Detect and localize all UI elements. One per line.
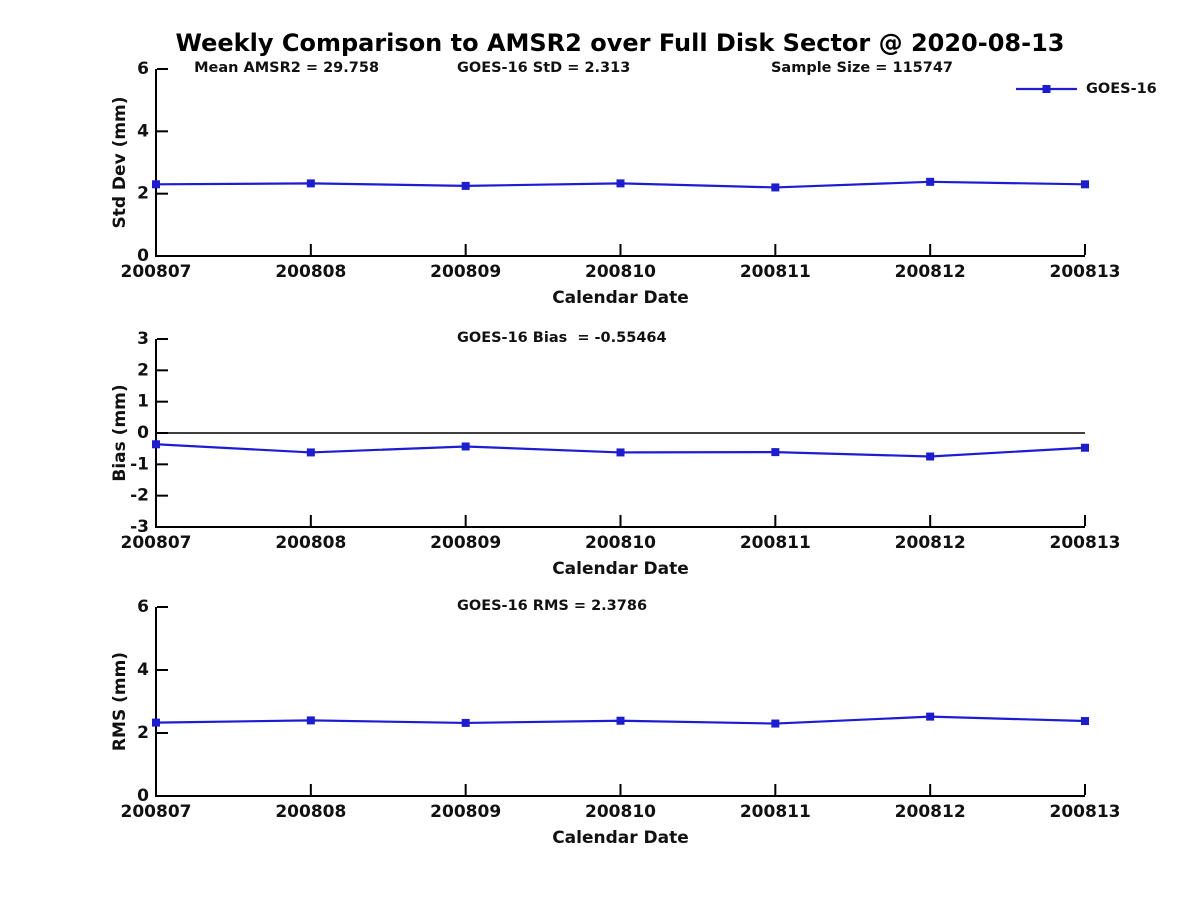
x-tick-label: 200811: [740, 802, 811, 822]
stat-annotation: GOES-16 Bias = -0.55464: [457, 330, 667, 346]
data-point-marker: [1081, 443, 1089, 452]
y-tick-label: 4: [137, 660, 149, 680]
y-tick-label: -1: [130, 454, 149, 474]
data-point-marker: [926, 712, 935, 721]
y-tick-label: 0: [137, 423, 149, 443]
data-point-marker: [306, 716, 315, 725]
data-point-marker: [616, 448, 625, 457]
x-tick-label: 200810: [585, 262, 656, 282]
data-point-marker: [1081, 180, 1089, 189]
data-point-marker: [771, 719, 780, 728]
x-tick-label: 200808: [275, 533, 346, 553]
x-tick-label: 200812: [895, 262, 966, 282]
x-tick-label: 200808: [275, 262, 346, 282]
y-tick-label: -2: [130, 486, 149, 506]
data-point-marker: [152, 180, 160, 189]
x-tick-label: 200807: [121, 262, 192, 282]
y-tick-label: 4: [137, 121, 149, 141]
y-tick-label: 2: [137, 723, 149, 743]
data-point-marker: [152, 718, 160, 727]
data-point-marker: [461, 718, 470, 727]
stat-annotation: Mean AMSR2 = 29.758: [194, 60, 379, 76]
y-tick-label: 6: [137, 59, 149, 79]
legend-square-icon: [1042, 85, 1051, 93]
x-tick-label: 200809: [430, 262, 501, 282]
data-point-marker: [152, 440, 160, 449]
y-tick-label: -3: [130, 517, 149, 537]
y-axis-title: Std Dev (mm): [110, 96, 130, 228]
data-point-marker: [616, 179, 625, 188]
x-axis-title: Calendar Date: [552, 559, 689, 579]
data-point-marker: [616, 716, 625, 725]
y-tick-label: 2: [137, 184, 149, 204]
stat-annotation: Sample Size = 115747: [771, 60, 953, 76]
legend: GOES-16: [1016, 81, 1157, 97]
subplot-std-dev: 0 2 4 6 200807 200808 200809 200810 200811 200812…: [110, 59, 1157, 308]
x-tick-label: 200808: [275, 802, 346, 822]
x-axis-title: Calendar Date: [552, 828, 689, 848]
data-point-marker: [771, 183, 780, 192]
x-tick-label: 200812: [895, 533, 966, 553]
x-tick-label: 200813: [1050, 262, 1121, 282]
x-tick-label: 200807: [121, 533, 192, 553]
data-point-marker: [306, 179, 315, 188]
y-tick-label: 0: [137, 786, 149, 806]
data-point-marker: [461, 181, 470, 190]
stat-annotation: GOES-16 StD = 2.313: [457, 60, 630, 76]
x-tick-label: 200810: [585, 533, 656, 553]
y-tick-label: 2: [137, 360, 149, 380]
data-point-marker: [306, 448, 315, 457]
data-point-marker: [771, 448, 780, 457]
x-tick-label: 200813: [1050, 802, 1121, 822]
x-axis-title: Calendar Date: [552, 288, 689, 308]
y-tick-label: 6: [137, 597, 149, 617]
data-point-marker: [1081, 717, 1089, 726]
legend-label: GOES-16: [1086, 81, 1157, 97]
y-axis-title: RMS (mm): [110, 652, 130, 751]
y-tick-label: 3: [137, 329, 149, 349]
subplot-rms: 0 2 4 6 200807 200808 200809 200810 200811 200812…: [110, 597, 1120, 848]
x-tick-label: 200810: [585, 802, 656, 822]
data-point-marker: [461, 442, 470, 451]
y-tick-label: 0: [137, 246, 149, 266]
y-axis-title: Bias (mm): [110, 384, 130, 481]
x-tick-label: 200811: [740, 262, 811, 282]
data-point-marker: [926, 177, 935, 186]
x-tick-label: 200813: [1050, 533, 1121, 553]
y-tick-label: 1: [137, 392, 149, 412]
x-tick-label: 200809: [430, 533, 501, 553]
x-tick-label: 200807: [121, 802, 192, 822]
x-tick-label: 200811: [740, 533, 811, 553]
data-point-marker: [926, 452, 935, 461]
x-tick-label: 200809: [430, 802, 501, 822]
chart-title: Weekly Comparison to AMSR2 over Full Dis…: [175, 29, 1065, 57]
x-tick-label: 200812: [895, 802, 966, 822]
stat-annotation: GOES-16 RMS = 2.3786: [457, 598, 647, 614]
subplot-bias: -3 -2 -1 0 1 2 3 200807 200808 200809 200810 200811…: [110, 329, 1120, 579]
